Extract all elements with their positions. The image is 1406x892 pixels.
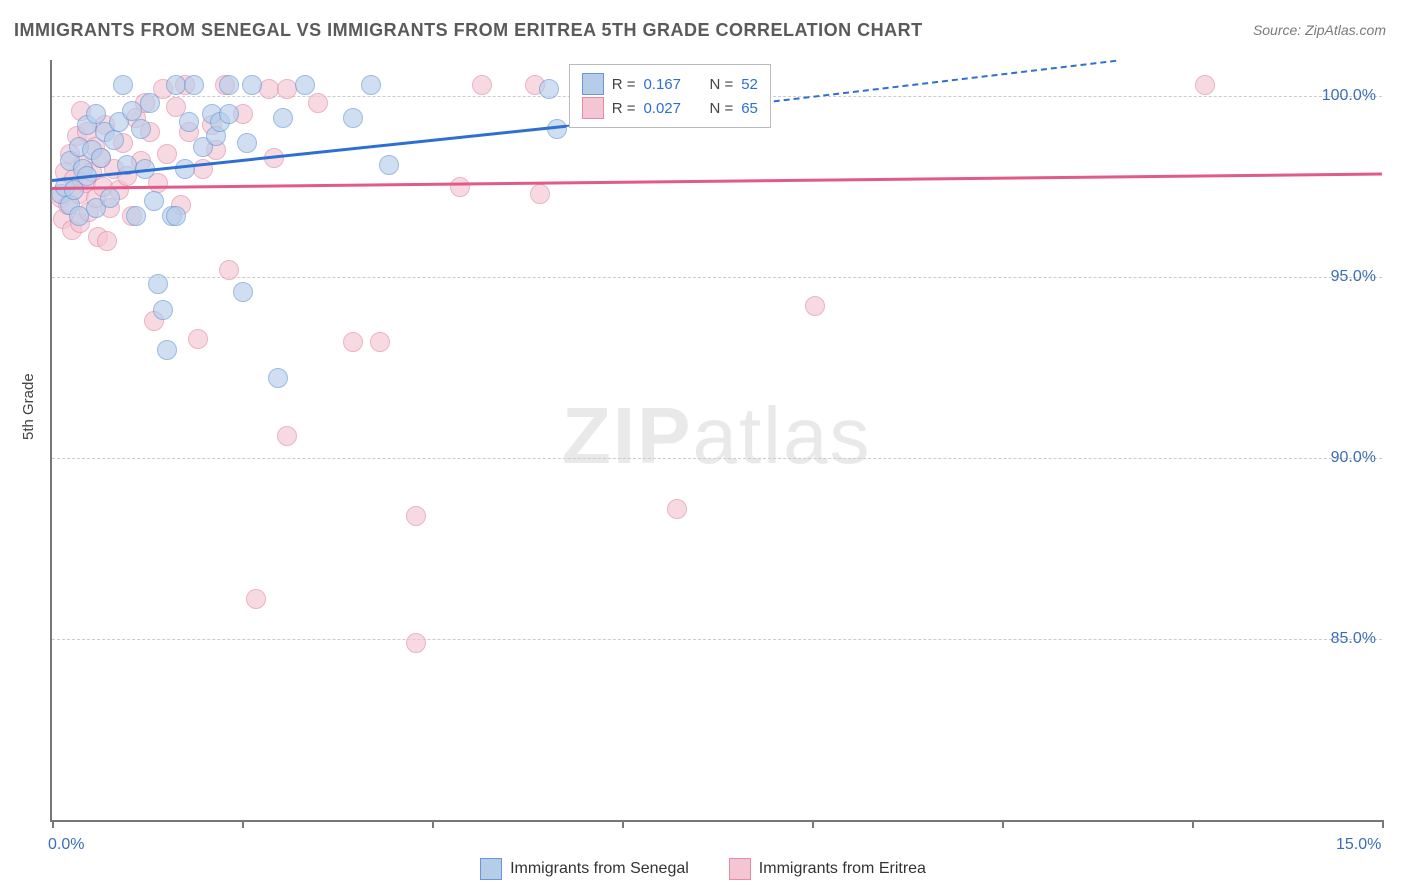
- legend-row: R = 0.167 N = 52: [582, 73, 758, 95]
- legend-label-eritrea: Immigrants from Eritrea: [759, 860, 926, 878]
- data-point: [157, 144, 177, 164]
- legend-label-senegal: Immigrants from Senegal: [510, 860, 689, 878]
- data-point: [179, 112, 199, 132]
- data-point: [277, 79, 297, 99]
- data-point: [379, 155, 399, 175]
- data-point: [219, 260, 239, 280]
- gridline: [52, 639, 1382, 640]
- gridline: [52, 277, 1382, 278]
- legend-swatch: [582, 73, 604, 95]
- swatch-senegal: [480, 858, 502, 880]
- data-point: [86, 104, 106, 124]
- data-point: [450, 177, 470, 197]
- y-tick-label: 90.0%: [1331, 449, 1376, 467]
- correlation-legend: R = 0.167 N = 52 R = 0.027 N = 65: [569, 64, 771, 128]
- data-point: [530, 184, 550, 204]
- data-point: [91, 148, 111, 168]
- data-point: [343, 108, 363, 128]
- data-point: [667, 499, 687, 519]
- data-point: [144, 191, 164, 211]
- data-point: [1195, 75, 1215, 95]
- x-tick: [242, 820, 244, 828]
- data-point: [166, 206, 186, 226]
- swatch-eritrea: [729, 858, 751, 880]
- legend-row: R = 0.027 N = 65: [582, 97, 758, 119]
- data-point: [188, 329, 208, 349]
- data-point: [184, 75, 204, 95]
- data-point: [361, 75, 381, 95]
- legend-item-senegal: Immigrants from Senegal: [480, 858, 689, 880]
- data-point: [273, 108, 293, 128]
- x-tick: [52, 820, 54, 828]
- x-tick: [812, 820, 814, 828]
- gridline: [52, 458, 1382, 459]
- data-point: [219, 75, 239, 95]
- data-point: [97, 231, 117, 251]
- r-value: 0.027: [643, 100, 693, 117]
- x-tick-label: 15.0%: [1336, 836, 1381, 854]
- y-tick-label: 95.0%: [1331, 268, 1376, 286]
- r-value: 0.167: [643, 76, 693, 93]
- data-point: [219, 104, 239, 124]
- chart-title: IMMIGRANTS FROM SENEGAL VS IMMIGRANTS FR…: [14, 20, 923, 41]
- data-point: [370, 332, 390, 352]
- data-point: [131, 119, 151, 139]
- bottom-legend: Immigrants from Senegal Immigrants from …: [0, 858, 1406, 880]
- scatter-plot-area: ZIPatlas 85.0% 90.0% 95.0% 100.0%: [50, 60, 1382, 822]
- data-point: [126, 206, 146, 226]
- data-point: [100, 188, 120, 208]
- trend-line: [52, 172, 1382, 189]
- data-point: [406, 633, 426, 653]
- n-label: N =: [709, 76, 733, 93]
- data-point: [539, 79, 559, 99]
- data-point: [113, 75, 133, 95]
- data-point: [104, 130, 124, 150]
- legend-item-eritrea: Immigrants from Eritrea: [729, 858, 926, 880]
- legend-swatch: [582, 97, 604, 119]
- x-tick: [432, 820, 434, 828]
- data-point: [406, 506, 426, 526]
- source-attribution: Source: ZipAtlas.com: [1253, 22, 1386, 38]
- n-value: 52: [741, 76, 758, 93]
- y-axis-label: 5th Grade: [20, 373, 37, 440]
- data-point: [153, 300, 173, 320]
- watermark-rest: atlas: [692, 391, 871, 480]
- y-tick-label: 85.0%: [1331, 630, 1376, 648]
- x-tick: [1192, 820, 1194, 828]
- data-point: [175, 159, 195, 179]
- data-point: [472, 75, 492, 95]
- y-tick-label: 100.0%: [1322, 87, 1376, 105]
- data-point: [343, 332, 363, 352]
- data-point: [242, 75, 262, 95]
- data-point: [268, 368, 288, 388]
- watermark: ZIPatlas: [562, 390, 871, 482]
- data-point: [157, 340, 177, 360]
- data-point: [805, 296, 825, 316]
- data-point: [233, 282, 253, 302]
- watermark-bold: ZIP: [562, 391, 692, 480]
- n-label: N =: [709, 100, 733, 117]
- x-tick-label: 0.0%: [48, 836, 84, 854]
- x-tick: [1002, 820, 1004, 828]
- data-point: [277, 426, 297, 446]
- data-point: [140, 93, 160, 113]
- data-point: [308, 93, 328, 113]
- x-tick: [1382, 820, 1384, 828]
- n-value: 65: [741, 100, 758, 117]
- r-label: R =: [612, 76, 636, 93]
- x-tick: [622, 820, 624, 828]
- data-point: [237, 133, 257, 153]
- data-point: [246, 589, 266, 609]
- r-label: R =: [612, 100, 636, 117]
- data-point: [295, 75, 315, 95]
- data-point: [148, 274, 168, 294]
